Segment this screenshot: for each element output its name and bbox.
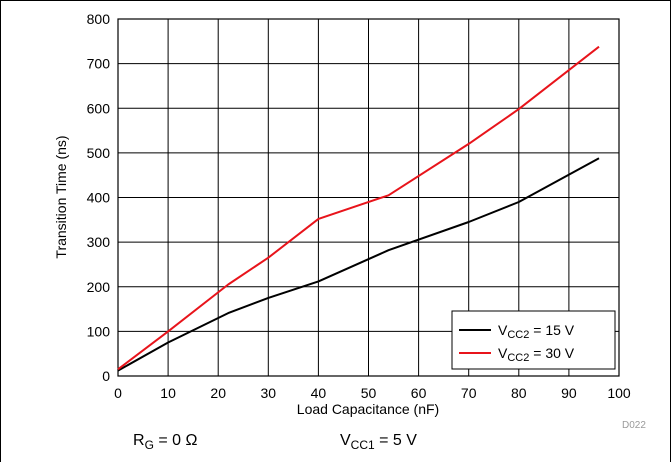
x-tick-label: 90 [561,385,577,401]
series-lines [117,45,600,372]
x-tick-labels: 0 10 20 30 40 50 60 70 80 90 100 [114,385,631,401]
x-tick-label: 0 [114,385,122,401]
figure-code: D022 [622,420,646,431]
x-tick-label: 50 [361,385,377,401]
plot-area-border [117,18,620,377]
x-tick-label: 10 [160,385,176,401]
x-tick-label: 60 [411,385,427,401]
x-tick-label: 70 [461,385,477,401]
y-tick-label: 100 [87,323,111,339]
y-tick-labels: 0 100 200 300 400 500 600 700 800 [87,11,111,384]
series-line-0 [117,157,600,372]
y-tick-label: 400 [87,190,111,206]
x-tick-label: 20 [210,385,226,401]
condition-rg: RG = 0 Ω [133,432,198,453]
y-tick-label: 0 [102,368,110,384]
y-tick-label: 300 [87,234,111,250]
x-axis-label: Load Capacitance (nF) [297,401,439,417]
y-tick-label: 600 [87,100,111,116]
x-tick-label: 100 [607,385,631,401]
legend-entry-vcc2-30v: VCC2 = 30 V [498,345,575,364]
x-tick-label: 80 [511,385,527,401]
y-axis-label: Transition Time (ns) [53,135,69,258]
y-tick-label: 200 [87,279,111,295]
y-tick-label: 500 [87,145,111,161]
legend-box [451,310,616,370]
condition-vcc1: VCC1 = 5 V [340,432,417,453]
x-tick-label: 40 [311,385,327,401]
legend: VCC2 = 15 V VCC2 = 30 V [451,310,616,370]
y-tick-label: 700 [87,56,111,72]
x-tick-label: 30 [261,385,277,401]
legend-entry-vcc2-15v: VCC2 = 15 V [498,322,575,341]
y-tick-label: 800 [87,11,111,27]
series-line-1 [117,45,600,371]
